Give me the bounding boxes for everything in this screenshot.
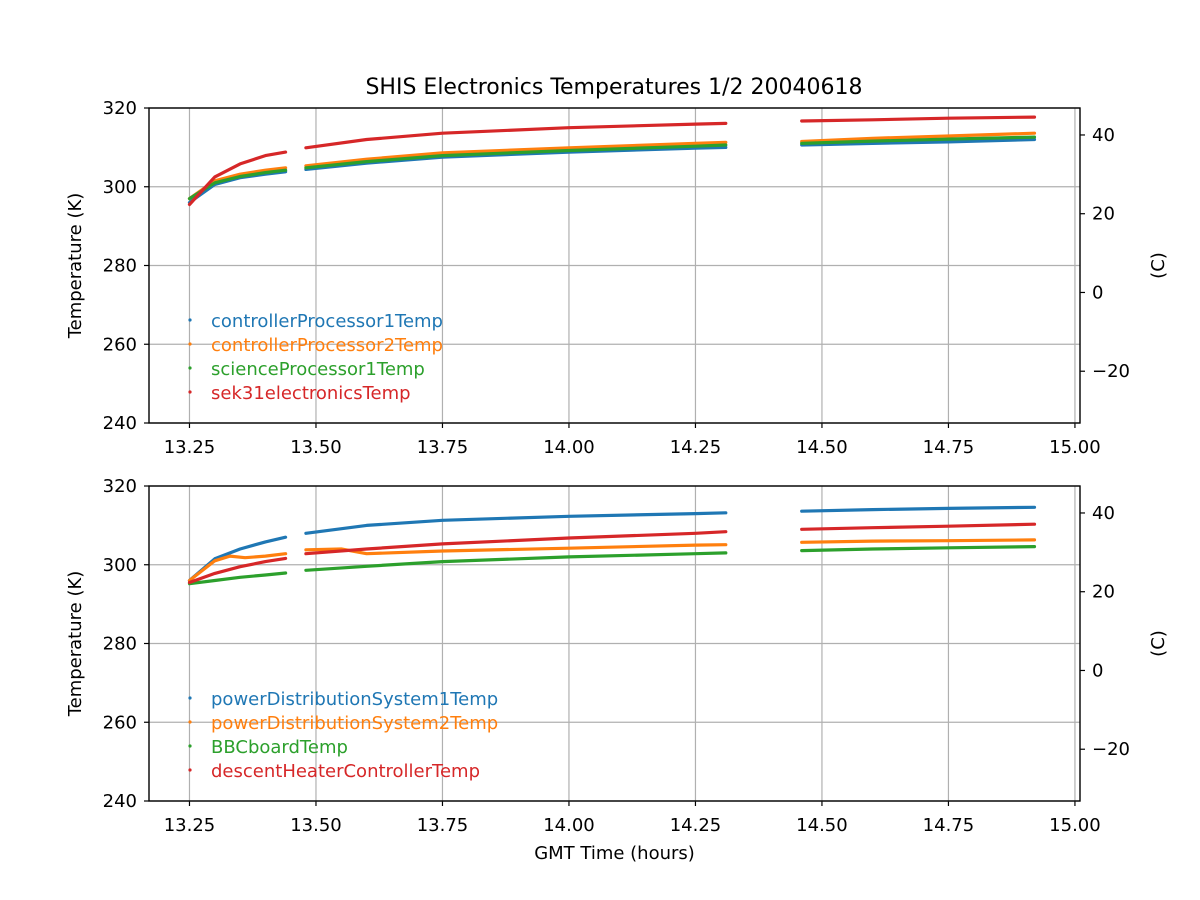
x-tick-label: 14.75 — [923, 815, 975, 836]
legend-marker — [188, 318, 192, 322]
x-tick-label: 13.75 — [417, 437, 469, 458]
right-y-axis-label: (C) — [1148, 252, 1169, 279]
x-tick-label: 13.75 — [417, 815, 469, 836]
legend-marker — [188, 744, 192, 748]
x-tick-label: 14.50 — [796, 437, 848, 458]
series-controllerProcessor2Temp — [304, 140, 728, 168]
series-sek31electronicsTemp — [304, 121, 728, 150]
x-tick-label: 13.50 — [290, 815, 342, 836]
legend-label: controllerProcessor2Temp — [211, 335, 443, 356]
series-controllerProcessor1Temp — [800, 137, 1037, 147]
y-tick-label: 300 — [103, 555, 137, 576]
x-tick-label: 14.50 — [796, 815, 848, 836]
series-powerDistributionSystem1Temp — [304, 511, 728, 535]
chart-title: SHIS Electronics Temperatures 1/2 200406… — [365, 75, 862, 100]
legend-marker — [188, 366, 192, 370]
legend-label: powerDistributionSystem1Temp — [211, 689, 498, 710]
series-sek31electronicsTemp — [800, 115, 1037, 123]
bottom-panel: 13.25 13.50 13.75 14.00 14.25 14.50 14.75 15.00… — [65, 476, 1169, 864]
y-tick-label: 320 — [103, 476, 137, 497]
legend-label: sek31electronicsTemp — [211, 383, 411, 404]
series-powerDistributionSystem1Temp — [800, 505, 1037, 513]
y-tick-label: 320 — [103, 98, 137, 119]
series-BBCboardTemp — [304, 551, 728, 572]
series-powerDistributionSystem2Temp — [187, 552, 288, 583]
series-descentHeaterControllerTemp — [304, 530, 728, 556]
x-tick-label: 14.25 — [670, 437, 722, 458]
legend-label: scienceProcessor1Temp — [211, 359, 425, 380]
axes-frame — [148, 107, 1081, 424]
series-powerDistributionSystem2Temp — [800, 538, 1037, 544]
y-tick-label: 240 — [103, 791, 137, 812]
x-tick-label: 14.00 — [543, 437, 595, 458]
x-tick-label: 14.75 — [923, 437, 975, 458]
right-y-tick-label: 20 — [1092, 582, 1115, 603]
y-tick-label: 300 — [103, 177, 137, 198]
legend-label: controllerProcessor1Temp — [211, 311, 443, 332]
series-scienceProcessor1Temp — [800, 135, 1037, 145]
x-tick-label: 13.50 — [290, 437, 342, 458]
x-tick-label: 14.00 — [543, 815, 595, 836]
y-tick-label: 260 — [103, 712, 137, 733]
series-descentHeaterControllerTemp — [187, 556, 288, 585]
series-controllerProcessor2Temp — [800, 131, 1037, 144]
series-BBCboardTemp — [800, 544, 1037, 553]
x-axis-label: GMT Time (hours) — [534, 843, 695, 864]
x-tick-label: 13.25 — [164, 437, 216, 458]
legend-marker — [188, 768, 192, 772]
x-tick-label: 14.25 — [670, 815, 722, 836]
x-tick-label: 15.00 — [1049, 437, 1101, 458]
top-panel: 13.25 13.50 13.75 14.00 14.25 14.50 14.75 15.00… — [65, 98, 1169, 458]
y-tick-label: 280 — [103, 634, 137, 655]
legend-label: powerDistributionSystem2Temp — [211, 713, 498, 734]
x-tick-label: 15.00 — [1049, 815, 1101, 836]
series-scienceProcessor1Temp — [304, 143, 728, 170]
legend-marker — [188, 696, 192, 700]
legend-marker — [188, 720, 192, 724]
right-y-tick-label: 0 — [1092, 660, 1103, 681]
y-axis-label: Temperature (K) — [65, 571, 86, 718]
series-sek31electronicsTemp — [187, 150, 288, 207]
legend-marker — [188, 342, 192, 346]
right-y-tick-label: 20 — [1092, 204, 1115, 225]
right-y-tick-label: −20 — [1092, 739, 1130, 760]
x-tick-label: 13.25 — [164, 815, 216, 836]
y-axis-label: Temperature (K) — [65, 193, 86, 340]
right-y-axis-label: (C) — [1148, 630, 1169, 657]
y-tick-label: 280 — [103, 256, 137, 277]
y-tick-label: 260 — [103, 334, 137, 355]
legend-label: descentHeaterControllerTemp — [211, 761, 480, 782]
right-y-tick-label: −20 — [1092, 361, 1130, 382]
right-y-tick-label: 0 — [1092, 282, 1103, 303]
series-descentHeaterControllerTemp — [800, 522, 1037, 531]
right-y-tick-label: 40 — [1092, 503, 1115, 524]
legend-marker — [188, 390, 192, 394]
series-powerDistributionSystem2Temp — [304, 543, 728, 556]
right-y-tick-label: 40 — [1092, 125, 1115, 146]
legend-label: BBCboardTemp — [211, 737, 348, 758]
axes-frame — [148, 485, 1081, 802]
y-tick-label: 240 — [103, 413, 137, 434]
series-BBCboardTemp — [187, 571, 288, 586]
